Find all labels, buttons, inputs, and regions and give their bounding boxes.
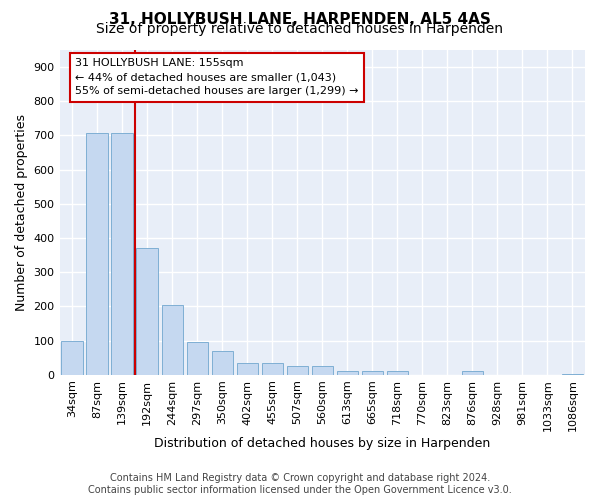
Bar <box>262 362 283 374</box>
Bar <box>136 248 158 374</box>
Bar <box>362 372 383 374</box>
Bar <box>187 342 208 374</box>
Bar <box>337 372 358 374</box>
Bar <box>236 364 258 374</box>
Bar <box>86 133 108 374</box>
Text: 31 HOLLYBUSH LANE: 155sqm
← 44% of detached houses are smaller (1,043)
55% of se: 31 HOLLYBUSH LANE: 155sqm ← 44% of detac… <box>76 58 359 96</box>
Bar <box>462 370 483 374</box>
Bar <box>212 351 233 374</box>
Text: Size of property relative to detached houses in Harpenden: Size of property relative to detached ho… <box>97 22 503 36</box>
Bar <box>287 366 308 374</box>
Bar <box>112 133 133 374</box>
Bar <box>311 366 333 374</box>
Bar <box>387 372 408 374</box>
Text: Contains HM Land Registry data © Crown copyright and database right 2024.
Contai: Contains HM Land Registry data © Crown c… <box>88 474 512 495</box>
Bar <box>161 304 183 374</box>
Bar <box>61 340 83 374</box>
Y-axis label: Number of detached properties: Number of detached properties <box>15 114 28 311</box>
X-axis label: Distribution of detached houses by size in Harpenden: Distribution of detached houses by size … <box>154 437 490 450</box>
Text: 31, HOLLYBUSH LANE, HARPENDEN, AL5 4AS: 31, HOLLYBUSH LANE, HARPENDEN, AL5 4AS <box>109 12 491 28</box>
